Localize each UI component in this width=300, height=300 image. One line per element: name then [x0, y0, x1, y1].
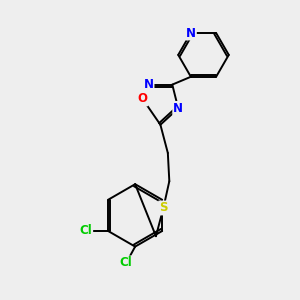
Text: S: S: [159, 202, 168, 214]
Text: Cl: Cl: [80, 224, 92, 238]
Text: N: N: [143, 78, 154, 91]
Text: O: O: [138, 92, 148, 105]
Text: N: N: [173, 102, 183, 115]
Text: Cl: Cl: [120, 256, 133, 269]
Text: N: N: [186, 26, 196, 40]
